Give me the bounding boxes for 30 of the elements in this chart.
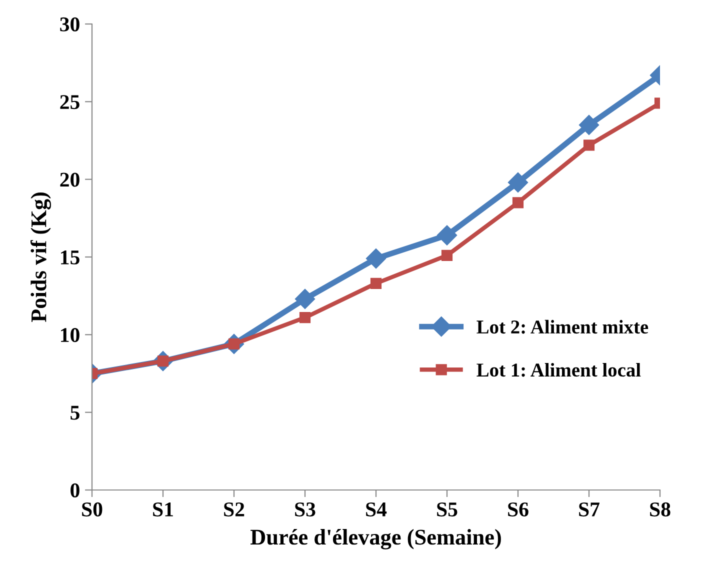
legend-label: Lot 2: Aliment mixte — [476, 320, 648, 334]
point — [512, 197, 524, 208]
y-tick-label: 30 — [60, 17, 80, 32]
x-axis-title: Durée d'élevage (Semaine) — [250, 529, 501, 550]
point — [366, 248, 386, 269]
x-tick-label: S5 — [437, 502, 458, 516]
x-tick-label: S0 — [82, 502, 102, 516]
y-tick-label: 10 — [61, 328, 80, 342]
legend-label: Lot 1: Aliment local — [476, 362, 641, 377]
point — [299, 312, 311, 324]
y-tick-label: 15 — [61, 250, 80, 264]
point — [441, 250, 453, 262]
y-tick-label: 20 — [60, 172, 80, 187]
point — [583, 140, 595, 151]
x-tick-label: S8 — [650, 502, 670, 516]
point — [436, 225, 458, 246]
point — [294, 288, 316, 309]
x-tick-label: S3 — [295, 502, 316, 516]
y-tick-label: 5 — [70, 406, 80, 420]
x-tick-label: S6 — [508, 502, 528, 516]
x-tick-label: S7 — [579, 502, 600, 516]
x-tick-label: S2 — [224, 502, 244, 516]
point — [370, 278, 382, 289]
y-tick-label: 0 — [70, 483, 80, 498]
y-tick-label: 25 — [60, 95, 80, 110]
point — [508, 172, 528, 192]
x-tick-label: S4 — [366, 502, 387, 516]
x-tick-label: S1 — [153, 502, 173, 516]
y-axis-title: Poids vif (Kg) — [30, 192, 52, 322]
point — [578, 114, 600, 135]
